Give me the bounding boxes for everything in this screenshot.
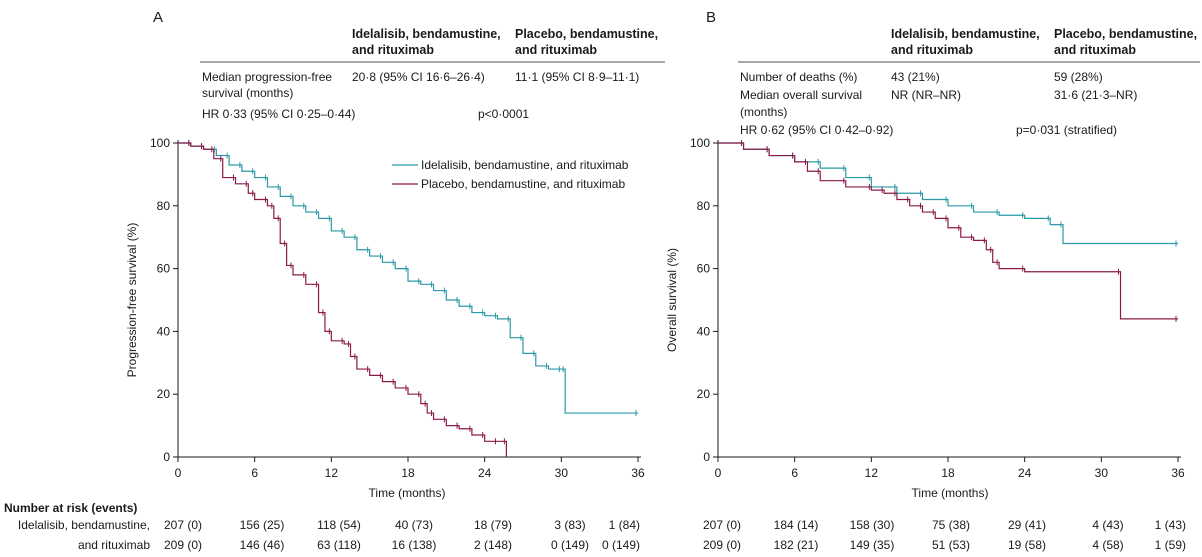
risk-cell-b-pla: 209 (0) bbox=[703, 538, 741, 552]
risk-cell-a-pla: 0 (149) bbox=[602, 538, 640, 552]
panel-a-header-pla-1: Placebo, bendamustine, bbox=[515, 27, 658, 41]
panel-b-header-ide-1: Idelalisib, bendamustine, bbox=[891, 27, 1040, 41]
panel-b-deaths-pla: 59 (28%) bbox=[1054, 70, 1103, 84]
x-tick-label-a: 18 bbox=[401, 466, 415, 480]
x-tick-label-b: 12 bbox=[865, 466, 879, 480]
panel-b-header-pla-1: Placebo, bendamustine, bbox=[1054, 27, 1197, 41]
panel-a-header-pla-2: and rituximab bbox=[515, 43, 597, 57]
panel-b-deaths-ide: 43 (21%) bbox=[891, 70, 940, 84]
risk-cell-a-pla: 63 (118) bbox=[317, 538, 361, 552]
legend-pla-label: Placebo, bendamustine, and rituximab bbox=[421, 177, 625, 191]
risk-cell-b-ide: 1 (43) bbox=[1155, 518, 1186, 532]
risk-cell-b-pla: 4 (58) bbox=[1092, 538, 1123, 552]
y-tick-label-b: 80 bbox=[697, 199, 711, 213]
km-curve-a-idelalisib bbox=[178, 142, 638, 414]
panel-b-median-pla: 31·6 (21·3–NR) bbox=[1054, 88, 1137, 102]
risk-row2-label: and rituximab bbox=[78, 538, 150, 552]
x-tick-label-b: 30 bbox=[1095, 466, 1109, 480]
panel-b-label: B bbox=[706, 9, 716, 26]
panel-a-label: A bbox=[153, 9, 163, 26]
y-tick-label-a: 20 bbox=[157, 387, 171, 401]
risk-cell-b-ide: 29 (41) bbox=[1008, 518, 1046, 532]
panel-b-header-ide-2: and rituximab bbox=[891, 43, 973, 57]
panel-b-median-label-2: (months) bbox=[740, 105, 787, 119]
risk-cell-a-pla: 146 (46) bbox=[240, 538, 285, 552]
risk-cell-b-pla: 182 (21) bbox=[774, 538, 819, 552]
km-curve-b-idelalisib bbox=[718, 142, 1178, 245]
panel-a-xlabel: Time (months) bbox=[369, 486, 446, 500]
y-tick-label-b: 100 bbox=[690, 136, 710, 150]
risk-cell-a-ide: 156 (25) bbox=[240, 518, 285, 532]
risk-cell-a-pla: 0 (149) bbox=[551, 538, 589, 552]
risk-cell-b-pla: 19 (58) bbox=[1008, 538, 1046, 552]
risk-cell-a-pla: 2 (148) bbox=[474, 538, 512, 552]
panel-a-header-ide-2: and rituximab bbox=[352, 43, 434, 57]
risk-cell-b-ide: 184 (14) bbox=[774, 518, 819, 532]
panel-b-deaths-label: Number of deaths (%) bbox=[740, 70, 857, 84]
y-tick-label-a: 80 bbox=[157, 199, 171, 213]
x-tick-label-b: 24 bbox=[1018, 466, 1032, 480]
panel-a-ylabel: Progression-free survival (%) bbox=[125, 223, 139, 378]
risk-cell-b-pla: 1 (59) bbox=[1155, 538, 1186, 552]
panel-b-header-pla-2: and rituximab bbox=[1054, 43, 1136, 57]
panel-a-median-ide: 20·8 (95% CI 16·6–26·4) bbox=[352, 70, 485, 84]
panel-b-p: p=0·031 (stratified) bbox=[1016, 123, 1117, 137]
y-tick-label-a: 60 bbox=[157, 262, 171, 276]
x-tick-label-a: 36 bbox=[631, 466, 645, 480]
y-tick-label-a: 100 bbox=[150, 136, 170, 150]
panel-b-hr: HR 0·62 (95% CI 0·42–0·92) bbox=[740, 123, 893, 137]
risk-cell-a-ide: 40 (73) bbox=[395, 518, 433, 532]
risk-cell-b-pla: 149 (35) bbox=[850, 538, 895, 552]
risk-table-header: Number at risk (events) bbox=[4, 501, 137, 515]
x-tick-label-a: 6 bbox=[251, 466, 258, 480]
km-curve-a-placebo bbox=[178, 142, 507, 457]
y-tick-label-b: 60 bbox=[697, 262, 711, 276]
y-tick-label-b: 20 bbox=[697, 387, 711, 401]
x-tick-label-b: 0 bbox=[715, 466, 722, 480]
risk-cell-b-ide: 158 (30) bbox=[850, 518, 895, 532]
panel-a-median-pla: 11·1 (95% CI 8·9–11·1) bbox=[515, 70, 639, 84]
y-tick-label-b: 0 bbox=[703, 450, 710, 464]
y-tick-label-b: 40 bbox=[697, 324, 711, 338]
risk-cell-a-ide: 1 (84) bbox=[609, 518, 640, 532]
panel-b-xlabel: Time (months) bbox=[912, 486, 989, 500]
panel-a-p: p<0·0001 bbox=[478, 107, 529, 121]
risk-cell-b-ide: 207 (0) bbox=[703, 518, 741, 532]
x-tick-label-a: 24 bbox=[478, 466, 492, 480]
risk-cell-b-pla: 51 (53) bbox=[932, 538, 970, 552]
panel-a-hr: HR 0·33 (95% CI 0·25–0·44) bbox=[202, 107, 355, 121]
plot-a: 0 20 40 60 80 100 0 6 12 18 24 30 36 bbox=[150, 136, 645, 480]
risk-cell-a-ide: 18 (79) bbox=[474, 518, 512, 532]
x-tick-label-b: 18 bbox=[941, 466, 955, 480]
panel-b-ylabel: Overall survival (%) bbox=[665, 248, 679, 352]
risk-cells: 207 (0) 156 (25) 118 (54) 40 (73) 18 (79) 3 (… bbox=[164, 518, 1186, 552]
x-tick-label-a: 0 bbox=[175, 466, 182, 480]
panel-b-median-label-1: Median overall survival bbox=[740, 88, 862, 102]
risk-cell-a-pla: 16 (138) bbox=[392, 538, 437, 552]
km-curve-b-placebo bbox=[718, 142, 1178, 320]
risk-cell-a-ide: 118 (54) bbox=[317, 518, 361, 532]
panel-a-median-label-2: survival (months) bbox=[202, 86, 293, 100]
risk-row1-label: Idelalisib, bendamustine, bbox=[18, 518, 150, 532]
risk-cell-b-ide: 75 (38) bbox=[932, 518, 970, 532]
x-tick-label-b: 36 bbox=[1171, 466, 1185, 480]
y-tick-label-a: 0 bbox=[163, 450, 170, 464]
panel-a-median-label-1: Median progression-free bbox=[202, 70, 332, 84]
plot-b: 0 20 40 60 80 100 0 6 12 18 24 30 36 bbox=[690, 136, 1185, 480]
y-tick-label-a: 40 bbox=[157, 324, 171, 338]
panel-b-median-ide: NR (NR–NR) bbox=[891, 88, 961, 102]
x-tick-label-a: 30 bbox=[555, 466, 569, 480]
panel-a-header-ide-1: Idelalisib, bendamustine, bbox=[352, 27, 501, 41]
legend-ide-label: Idelalisib, bendamustine, and rituximab bbox=[421, 158, 629, 172]
risk-cell-a-pla: 209 (0) bbox=[164, 538, 202, 552]
x-tick-label-b: 6 bbox=[791, 466, 798, 480]
risk-cell-a-ide: 3 (83) bbox=[554, 518, 585, 532]
risk-cell-b-ide: 4 (43) bbox=[1092, 518, 1123, 532]
x-tick-label-a: 12 bbox=[325, 466, 339, 480]
risk-cell-a-ide: 207 (0) bbox=[164, 518, 202, 532]
